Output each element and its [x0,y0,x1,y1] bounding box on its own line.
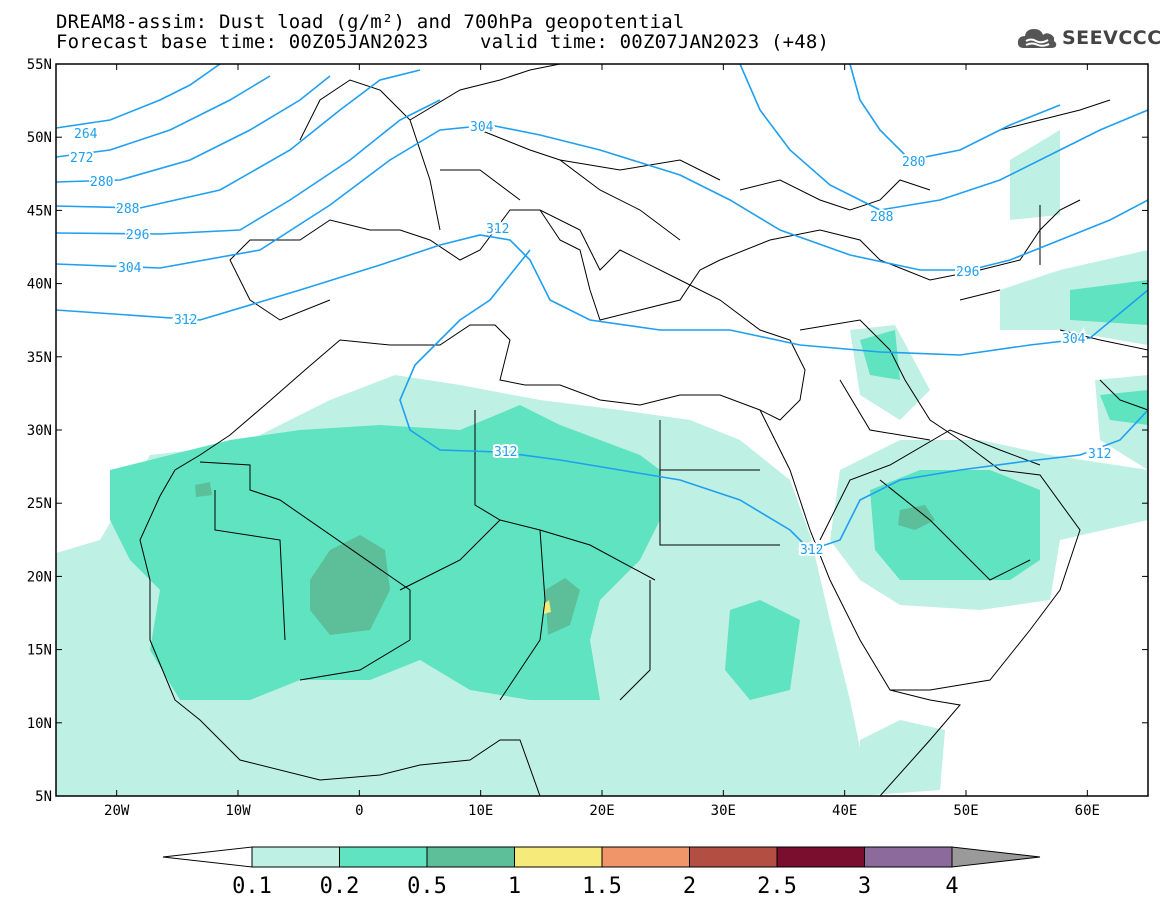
lat-tick-label: 20N [27,569,52,585]
lat-tick-label: 50N [27,130,52,146]
lat-tick-label: 35N [27,350,52,366]
colorbar-swatch [514,846,603,868]
contour-label: 304 [118,261,142,276]
colorbar-label: 2.5 [757,874,797,899]
colorbar-swatch [601,846,690,868]
lon-tick-label: 20E [589,803,614,819]
colorbar-label: 0.5 [407,874,447,899]
lat-tick-label: 5N [35,789,52,805]
contour-labels: 264 272 280 288 296 304 312 304 312 280 … [68,118,1113,560]
base-time-label: Forecast base time: 00Z05JAN2023 [56,31,429,53]
contour-label: 312 [174,313,197,328]
colorbar-label: 4 [945,874,958,899]
cloud-icon [1017,29,1057,48]
lon-tick-label: 20W [104,803,130,819]
contour-label: 272 [70,151,93,166]
colorbar-label: 1 [508,874,521,899]
contour-label: 280 [90,175,113,190]
colorbar-label: 0.2 [320,874,360,899]
colorbar-swatch [776,846,865,868]
dust-load-field [56,130,1148,796]
geopotential-contours [56,64,1148,551]
colorbar-swatch [864,846,953,868]
colorbar-label: 1.5 [582,874,622,899]
colorbar-swatch [251,846,340,868]
lon-tick-label: 60E [1075,803,1100,819]
valid-time-label: valid time: 00Z07JAN2023 (+48) [480,31,830,53]
contour-label: 264 [74,127,98,142]
contour-label: 296 [126,228,149,243]
contour-label: 312 [494,445,517,460]
contour-label: 304 [470,120,494,135]
lon-tick-label: 10W [225,803,251,819]
lat-tick-label: 10N [27,716,52,732]
contour-label: 296 [956,265,979,280]
lat-tick-label: 25N [27,496,52,512]
colorbar: 0.1 0.2 0.5 1 1.5 2 2.5 3 4 [162,846,1041,899]
colorbar-max-arrow [951,846,1041,868]
contour-label: 312 [800,543,823,558]
lat-tick-label: 40N [27,277,52,293]
lon-tick-label: 0 [355,803,363,819]
colorbar-label: 3 [858,874,871,899]
latitude-axis: 55N 50N 45N 40N 35N 30N 25N 20N 15N 10N 5N [27,57,1148,805]
dust-area-dark [310,535,390,635]
colorbar-label: 0.1 [232,874,272,899]
contour-label: 288 [870,210,893,225]
longitude-axis: 20W 10W 0 10E 20E 30E 40E 50E 60E [104,64,1100,819]
coastlines [139,64,1148,796]
lon-tick-label: 10E [468,803,493,819]
colorbar-swatch [426,846,515,868]
title-line-1: DREAM8-assim: Dust load (g/m²) and 700hP… [56,11,685,33]
contour-label: 280 [902,155,925,170]
contour-label: 288 [116,202,139,217]
contour-label: 312 [1088,447,1111,462]
colorbar-min-arrow [162,846,253,868]
map-title: DREAM8-assim: Dust load (g/m²) and 700hP… [56,12,829,52]
lat-tick-label: 55N [27,57,52,73]
logo-text: SEEVCCC [1062,27,1162,49]
lon-tick-label: 40E [832,803,857,819]
colorbar-swatch [339,846,428,868]
lat-tick-label: 45N [27,203,52,219]
colorbar-swatch [689,846,778,868]
contour-label: 304 [1062,332,1086,347]
lon-tick-label: 30E [711,803,736,819]
seevccc-logo: SEEVCCC [1016,26,1162,50]
contour-label: 312 [486,222,509,237]
colorbar-label: 2 [683,874,696,899]
lat-tick-label: 30N [27,423,52,439]
lon-tick-label: 50E [953,803,978,819]
lat-tick-label: 15N [27,643,52,659]
